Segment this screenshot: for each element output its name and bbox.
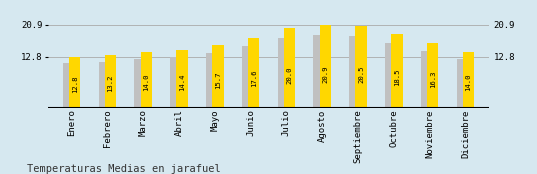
Bar: [320, 25, 331, 108]
Bar: [284, 28, 295, 108]
Bar: [170, 57, 182, 108]
Bar: [420, 51, 432, 108]
Text: 15.7: 15.7: [215, 72, 221, 89]
Bar: [105, 55, 117, 108]
Bar: [313, 35, 325, 108]
Bar: [278, 38, 289, 108]
Bar: [63, 63, 74, 108]
Text: 20.0: 20.0: [287, 66, 293, 84]
Text: 20.5: 20.5: [358, 66, 364, 83]
Bar: [212, 45, 224, 108]
Text: 17.6: 17.6: [251, 69, 257, 87]
Bar: [248, 38, 259, 108]
Text: 20.9: 20.9: [322, 65, 328, 83]
Bar: [206, 53, 217, 108]
Text: 16.3: 16.3: [430, 71, 436, 88]
Text: Temperaturas Medias en jarafuel: Temperaturas Medias en jarafuel: [27, 164, 221, 174]
Text: 14.4: 14.4: [179, 73, 185, 91]
Bar: [177, 50, 188, 108]
Bar: [134, 59, 146, 108]
Bar: [391, 34, 403, 108]
Text: 14.0: 14.0: [143, 74, 149, 91]
Bar: [385, 43, 396, 108]
Text: 14.0: 14.0: [466, 74, 471, 91]
Bar: [427, 43, 439, 108]
Text: 18.5: 18.5: [394, 68, 400, 86]
Bar: [69, 57, 81, 108]
Bar: [456, 59, 468, 108]
Text: 12.8: 12.8: [72, 75, 78, 93]
Bar: [242, 46, 253, 108]
Text: 13.2: 13.2: [107, 75, 113, 92]
Bar: [463, 52, 474, 108]
Bar: [349, 36, 360, 108]
Bar: [355, 26, 367, 108]
Bar: [141, 52, 152, 108]
Bar: [98, 62, 110, 108]
